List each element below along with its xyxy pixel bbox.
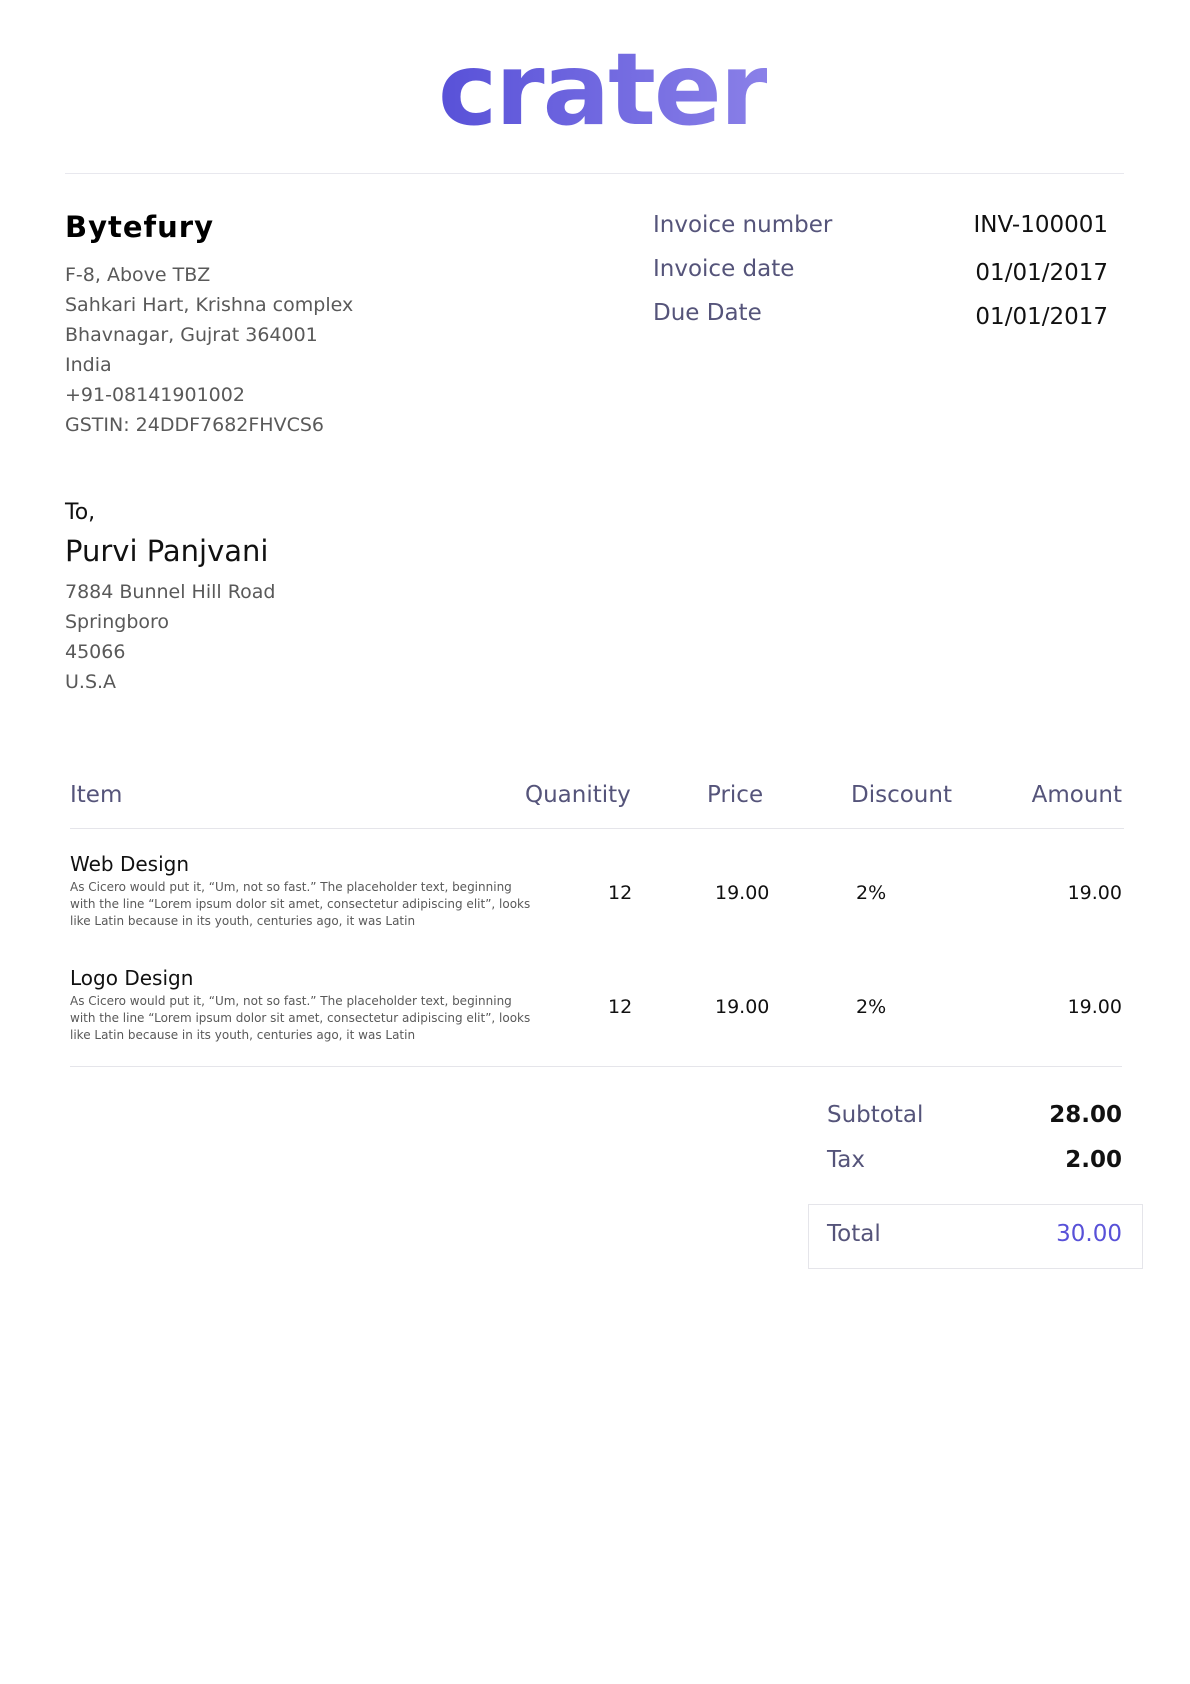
due-date-value: 01/01/2017 (975, 304, 1108, 330)
address-line: 45066 (65, 641, 126, 663)
header-divider (65, 173, 1124, 174)
item-description: As Cicero would put it, “Um, not so fast… (70, 994, 531, 1042)
total-label: Total (827, 1221, 881, 1247)
address-line: India (65, 354, 112, 376)
item-name: Web Design (70, 852, 190, 876)
address-line: U.S.A (65, 671, 117, 693)
invoice-number-label: Invoice number (653, 212, 833, 238)
company-name: Bytefury (65, 210, 215, 244)
tax-value: 2.00 (1065, 1147, 1122, 1173)
item-price: 19.00 (715, 996, 770, 1018)
invoice-date-label: Invoice date (653, 256, 795, 282)
crater-logo: crater (438, 31, 769, 148)
item-amount: 19.00 (1067, 996, 1122, 1018)
header-discount: Discount (851, 782, 952, 808)
address-line: Springboro (65, 611, 170, 633)
invoice-date-value: 01/01/2017 (975, 260, 1108, 286)
subtotal-value: 28.00 (1049, 1102, 1122, 1128)
to-label: To, (65, 500, 96, 525)
header-quantity: Quanitity (525, 782, 631, 808)
address-line: Bhavnagar, Gujrat 364001 (65, 324, 318, 346)
header-item: Item (70, 782, 123, 808)
table-footer-divider (70, 1066, 1122, 1067)
subtotal-label: Subtotal (827, 1102, 924, 1128)
company-address: F-8, Above TBZ Sahkari Hart, Krishna com… (65, 260, 353, 440)
phone: +91-08141901002 (65, 384, 245, 406)
header-amount: Amount (1031, 782, 1122, 808)
gstin: GSTIN: 24DDF7682FHVCS6 (65, 414, 324, 436)
item-description: As Cicero would put it, “Um, not so fast… (70, 880, 531, 928)
header-price: Price (707, 782, 764, 808)
total-box (808, 1204, 1143, 1269)
address-line: F-8, Above TBZ (65, 264, 211, 286)
item-discount: 2% (856, 996, 887, 1018)
tax-label: Tax (827, 1147, 865, 1173)
item-price: 19.00 (715, 882, 770, 904)
invoice-number-value: INV-100001 (973, 212, 1108, 238)
customer-name: Purvi Panjvani (65, 534, 269, 568)
item-quantity: 12 (608, 882, 633, 904)
due-date-label: Due Date (653, 300, 762, 326)
item-quantity: 12 (608, 996, 633, 1018)
address-line: Sahkari Hart, Krishna complex (65, 294, 354, 316)
table-header-divider (70, 828, 1124, 829)
address-line: 7884 Bunnel Hill Road (65, 581, 276, 603)
customer-address: 7884 Bunnel Hill Road Springboro 45066 U… (65, 577, 275, 697)
item-name: Logo Design (70, 966, 194, 990)
item-discount: 2% (856, 882, 887, 904)
item-amount: 19.00 (1067, 882, 1122, 904)
total-value: 30.00 (1056, 1221, 1122, 1247)
